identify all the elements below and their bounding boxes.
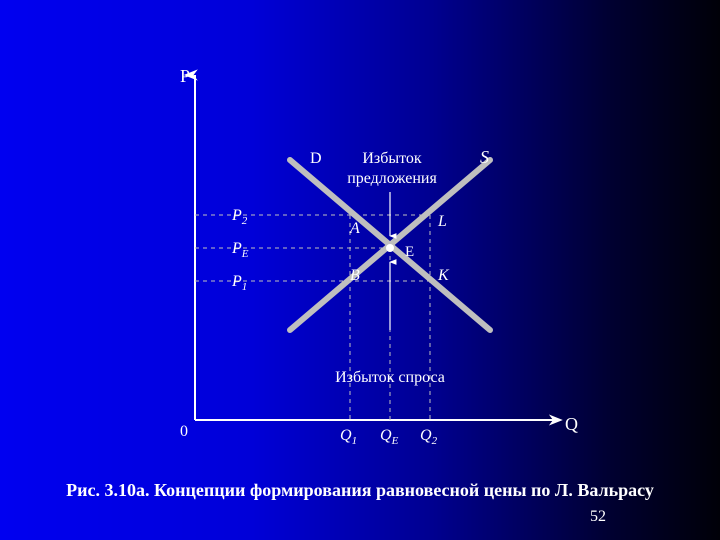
point-k-label: K: [437, 267, 450, 284]
price-p2-label: P2: [231, 207, 248, 227]
origin-label: 0: [180, 423, 188, 440]
demand-label: D: [310, 150, 322, 167]
x-axis-label: Q: [565, 414, 578, 434]
qty-q1-label: Q1: [340, 427, 357, 447]
figure-caption: Рис. 3.10а. Концепции формирования равно…: [0, 480, 720, 501]
qty-qe-label: QE: [380, 427, 399, 447]
equilibrium-point: [386, 244, 394, 252]
point-a-label: A: [349, 220, 360, 237]
point-l-label: L: [437, 213, 447, 230]
economics-diagram: P Q 0 D S E P2 PE P1 Q1 QE Q2 A L B K Из…: [0, 0, 720, 540]
supply-label: S: [480, 147, 489, 167]
diagram-svg: P Q 0 D S E P2 PE P1 Q1 QE Q2 A L B K Из…: [0, 0, 720, 540]
shortage-annotation: Избыток спроса: [335, 369, 445, 386]
price-p1-label: P1: [231, 273, 247, 293]
surplus-annotation-2: предложения: [347, 170, 437, 187]
surplus-annotation-1: Избыток: [362, 150, 422, 167]
price-pe-label: PE: [231, 240, 249, 260]
equilibrium-label: E: [405, 244, 414, 260]
page-number: 52: [590, 508, 606, 526]
qty-q2-label: Q2: [420, 427, 438, 447]
point-b-label: B: [350, 267, 360, 284]
y-axis-label: P: [180, 66, 190, 86]
